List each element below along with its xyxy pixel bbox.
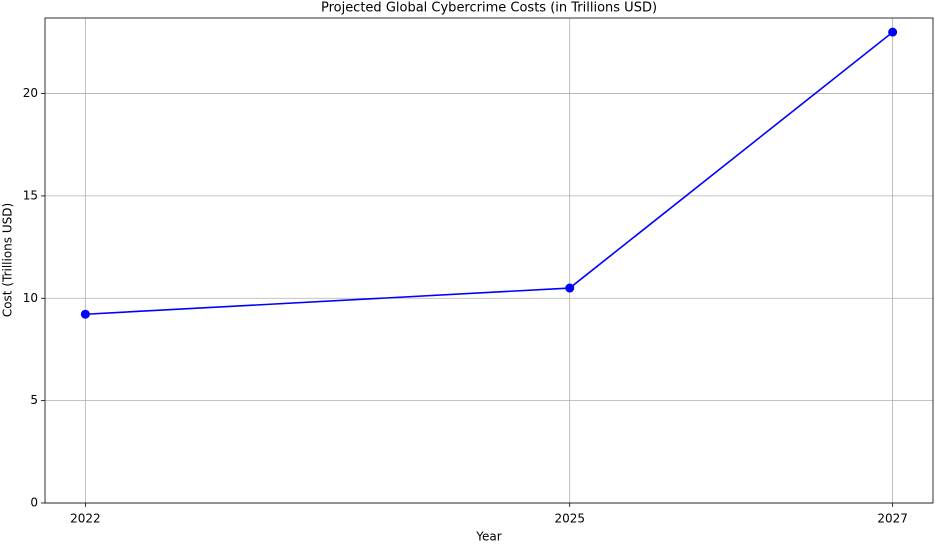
- plot-layer: [80, 27, 898, 319]
- y-tick-label: 0: [30, 496, 38, 510]
- x-tick-label: 2025: [554, 512, 585, 526]
- y-axis-label: Cost (Trillions USD): [1, 203, 15, 317]
- data-point: [565, 283, 575, 293]
- y-tick-label: 10: [23, 291, 38, 305]
- y-tick-label: 15: [23, 188, 38, 202]
- data-point: [888, 27, 898, 37]
- x-axis-label: Year: [475, 530, 501, 544]
- chart-title: Projected Global Cybercrime Costs (in Tr…: [321, 1, 657, 16]
- grid-layer: 0 5 10 15 20 2022 2025 2027: [23, 18, 933, 526]
- x-tick-label: 2022: [70, 512, 101, 526]
- data-line: [85, 31, 894, 316]
- y-tick-label: 5: [30, 393, 38, 407]
- data-point: [80, 309, 90, 319]
- y-tick-label: 20: [23, 86, 38, 100]
- x-tick-label: 2027: [877, 512, 908, 526]
- axes-frame: [44, 17, 934, 504]
